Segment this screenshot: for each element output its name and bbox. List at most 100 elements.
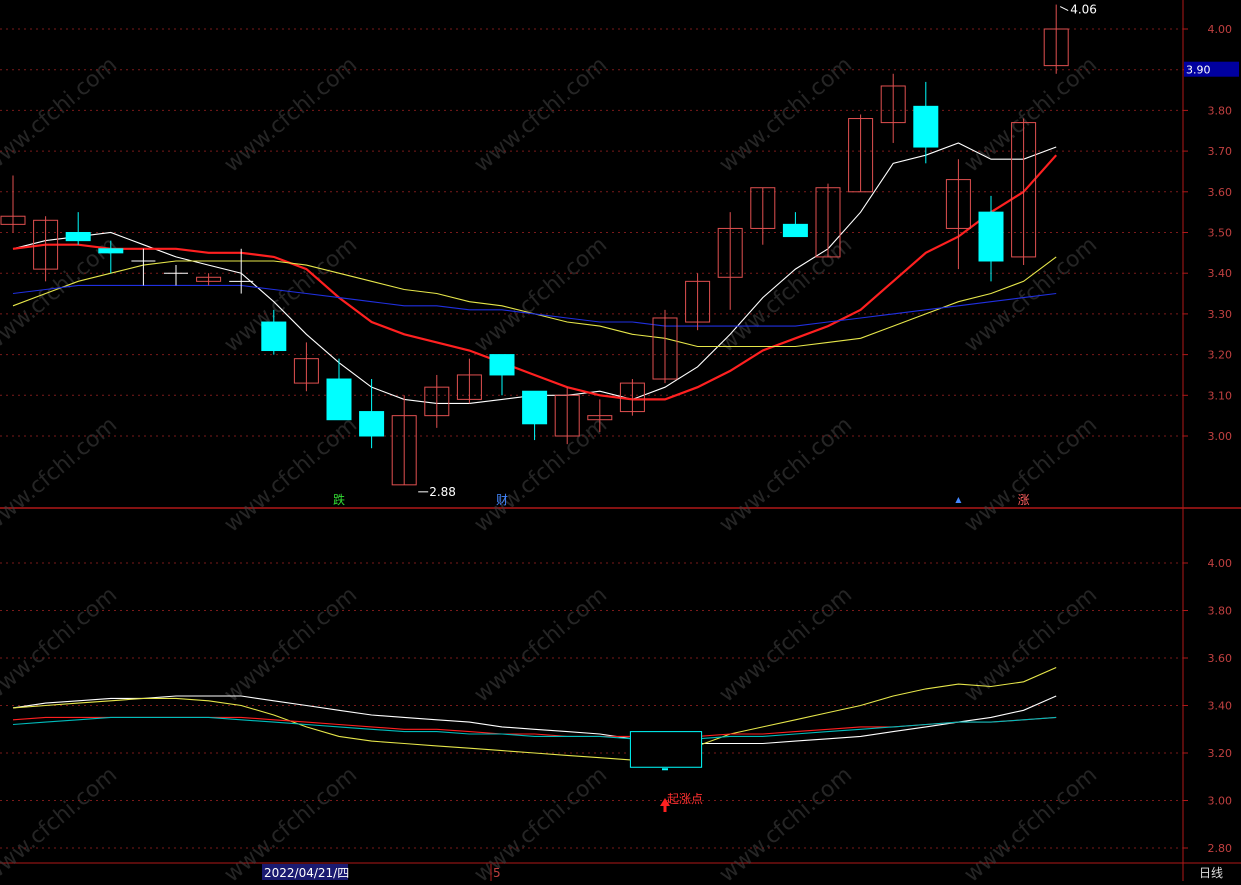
candle-body xyxy=(196,276,222,282)
candle-body xyxy=(848,118,874,193)
candle[interactable] xyxy=(945,159,971,270)
signal-tick xyxy=(662,768,668,771)
current-price-badge xyxy=(1184,61,1239,77)
candle-body xyxy=(815,187,841,258)
candle[interactable] xyxy=(293,342,319,392)
indicator-line-2 xyxy=(12,666,1057,761)
high-price-label: 4.06 xyxy=(1070,3,1097,17)
candle[interactable] xyxy=(0,175,26,233)
event-marker: 财 xyxy=(496,493,508,507)
candle[interactable] xyxy=(326,358,352,421)
candle-body xyxy=(619,382,645,413)
candle[interactable] xyxy=(880,73,906,143)
candle-body xyxy=(880,85,906,124)
candle[interactable] xyxy=(619,379,645,416)
indicator-tick-label: 4.00 xyxy=(1208,557,1233,570)
candle[interactable] xyxy=(554,387,580,445)
candle[interactable] xyxy=(261,309,287,355)
low-price-label: 2.88 xyxy=(429,485,456,499)
indicator-tick-label: 3.60 xyxy=(1208,652,1233,665)
candle[interactable] xyxy=(359,379,385,449)
candle[interactable] xyxy=(229,248,254,294)
candle-body xyxy=(782,223,808,238)
candle-body xyxy=(750,187,776,229)
candle[interactable] xyxy=(131,248,156,286)
moving-average-line-4 xyxy=(12,284,1057,327)
current-price-label: 3.90 xyxy=(1186,64,1211,77)
candle-body xyxy=(293,358,319,384)
signal-label: 起涨点 xyxy=(667,791,703,806)
indicator-tick-label: 3.00 xyxy=(1208,795,1233,808)
candle-body xyxy=(717,227,743,278)
candle-body xyxy=(489,354,515,376)
date-label: 2022/04/21/四 xyxy=(264,866,349,880)
price-tick-label: 3.80 xyxy=(1208,104,1233,117)
period-label: 日线 xyxy=(1199,866,1223,880)
candle[interactable] xyxy=(978,195,1004,282)
signal-box xyxy=(629,731,703,768)
price-tick-label: 3.10 xyxy=(1208,389,1233,402)
indicator-line-1 xyxy=(12,695,1057,745)
price-tick-label: 3.30 xyxy=(1208,308,1233,321)
candle-body xyxy=(65,232,91,242)
indicator-tick-label: 2.80 xyxy=(1208,842,1233,855)
candle[interactable] xyxy=(1011,118,1037,266)
candle[interactable] xyxy=(391,395,417,486)
candle[interactable] xyxy=(815,183,841,258)
candle-body xyxy=(391,415,417,486)
candle[interactable] xyxy=(913,81,939,164)
candle-body xyxy=(456,374,482,400)
date-label-bg xyxy=(262,864,348,880)
indicator-tick-label: 3.20 xyxy=(1208,747,1233,760)
candle-body xyxy=(0,215,26,225)
high-arrow xyxy=(1059,6,1069,12)
candle-body xyxy=(913,105,939,148)
month-label: 5 xyxy=(493,866,501,880)
candle[interactable] xyxy=(652,309,678,384)
candle-body xyxy=(1043,28,1069,67)
candle[interactable] xyxy=(685,273,711,331)
price-tick-label: 3.00 xyxy=(1208,430,1233,443)
price-tick-label: 3.20 xyxy=(1208,349,1233,362)
price-tick-label: 3.50 xyxy=(1208,227,1233,240)
candle[interactable] xyxy=(196,273,222,286)
candle[interactable] xyxy=(489,354,515,396)
candle[interactable] xyxy=(717,212,743,310)
candle[interactable] xyxy=(522,390,548,441)
candle-body xyxy=(359,411,385,437)
candle-body xyxy=(261,321,287,352)
candle[interactable] xyxy=(164,265,188,286)
candle[interactable] xyxy=(782,212,808,238)
candle-body xyxy=(587,415,613,421)
candle-body xyxy=(978,211,1004,262)
candle[interactable] xyxy=(1043,4,1069,74)
price-tick-label: 3.40 xyxy=(1208,267,1233,280)
price-tick-label: 3.70 xyxy=(1208,145,1233,158)
candle[interactable] xyxy=(65,212,91,245)
event-marker: 跌 xyxy=(333,492,345,507)
indicator-tick-label: 3.40 xyxy=(1208,700,1233,713)
candle-body xyxy=(685,280,711,323)
candle-body xyxy=(326,378,352,421)
candle[interactable] xyxy=(456,358,482,404)
indicator-line-4 xyxy=(12,716,1057,740)
candle[interactable] xyxy=(587,399,613,432)
indicator-tick-label: 3.80 xyxy=(1208,605,1233,618)
candle-body xyxy=(424,386,450,417)
candle-body xyxy=(554,394,580,437)
candle-body xyxy=(33,219,59,270)
period-selector[interactable]: 日线 xyxy=(1199,866,1223,880)
candle[interactable] xyxy=(424,374,450,428)
moving-average-line-2 xyxy=(12,154,1058,401)
candle[interactable] xyxy=(750,187,776,245)
small-up-marker xyxy=(955,497,962,503)
price-tick-label: 3.60 xyxy=(1208,186,1233,199)
candle[interactable] xyxy=(98,240,124,274)
candle[interactable] xyxy=(848,114,874,193)
candle-body xyxy=(945,179,971,229)
candle[interactable] xyxy=(33,216,59,282)
candle-body xyxy=(652,317,678,380)
